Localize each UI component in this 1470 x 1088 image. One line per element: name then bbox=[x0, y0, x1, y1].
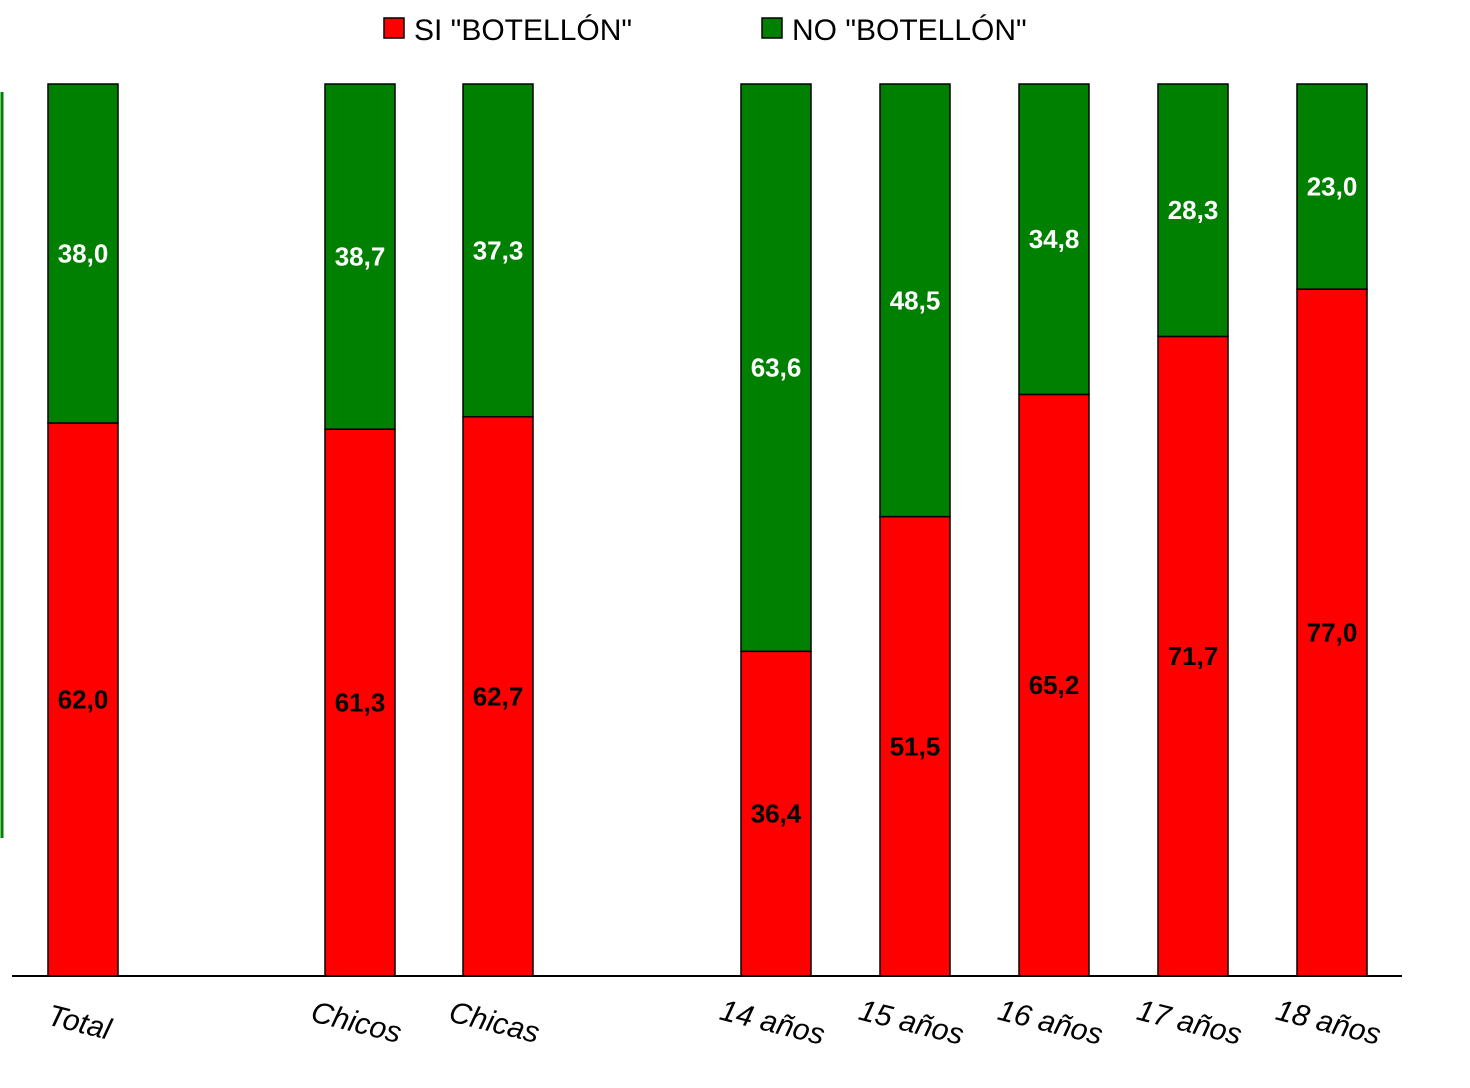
x-tick-3: 14 años bbox=[717, 994, 829, 1052]
value-label-no-7: 23,0 bbox=[1307, 172, 1358, 202]
bar-no-5 bbox=[1018, 83, 1090, 396]
bar-no-6 bbox=[1157, 83, 1229, 338]
value-label-no-6: 28,3 bbox=[1168, 195, 1219, 225]
value-label-no-3: 63,6 bbox=[751, 353, 802, 383]
value-label-no-2: 37,3 bbox=[473, 235, 524, 265]
bar-si-3 bbox=[740, 650, 812, 977]
legend-label-si: SI "BOTELLÓN" bbox=[414, 14, 632, 47]
x-tick-2: Chicas bbox=[446, 996, 543, 1050]
x-tick-0: Total bbox=[44, 999, 115, 1047]
bars-layer: 62,0 38,0 61,3 38,7 62,7 37,3 36,4 63,6 51,5 48,5… bbox=[47, 83, 1368, 977]
x-tick-1: Chicos bbox=[308, 996, 405, 1050]
bar-no-3 bbox=[740, 83, 812, 653]
x-tick-5: 16 años bbox=[995, 994, 1107, 1052]
legend-swatch-si bbox=[383, 17, 405, 39]
value-label-si-2: 62,7 bbox=[473, 681, 524, 711]
bar-no-0 bbox=[47, 83, 119, 424]
value-label-no-0: 38,0 bbox=[58, 238, 109, 268]
legend: SI "BOTELLÓN" NO "BOTELLÓN" bbox=[383, 14, 1027, 47]
bar-si-6 bbox=[1157, 335, 1229, 977]
value-label-si-0: 62,0 bbox=[58, 684, 109, 714]
bar-si-7 bbox=[1296, 288, 1368, 977]
legend-swatch-no bbox=[761, 17, 783, 39]
value-label-no-4: 48,5 bbox=[890, 285, 941, 315]
value-label-no-5: 34,8 bbox=[1029, 224, 1080, 254]
bar-si-5 bbox=[1018, 393, 1090, 977]
value-label-si-1: 61,3 bbox=[335, 688, 386, 718]
value-label-si-3: 36,4 bbox=[751, 799, 802, 829]
value-label-no-1: 38,7 bbox=[335, 242, 386, 272]
bar-si-4 bbox=[879, 515, 951, 977]
value-label-si-5: 65,2 bbox=[1029, 670, 1080, 700]
bar-no-4 bbox=[879, 83, 951, 518]
x-tick-labels: Total Chicos Chicas 14 años 15 años 16 años 17… bbox=[44, 994, 1384, 1052]
bar-no-7 bbox=[1296, 83, 1368, 290]
legend-label-no: NO "BOTELLÓN" bbox=[792, 14, 1027, 47]
value-label-si-6: 71,7 bbox=[1168, 641, 1219, 671]
bar-no-1 bbox=[324, 83, 396, 430]
x-tick-6: 17 años bbox=[1134, 994, 1246, 1052]
value-label-si-4: 51,5 bbox=[890, 731, 941, 761]
x-tick-4: 15 años bbox=[856, 994, 968, 1052]
x-tick-7: 18 años bbox=[1273, 994, 1385, 1052]
value-label-si-7: 77,0 bbox=[1307, 618, 1358, 648]
bar-si-2 bbox=[462, 415, 534, 977]
bar-no-2 bbox=[462, 83, 534, 418]
